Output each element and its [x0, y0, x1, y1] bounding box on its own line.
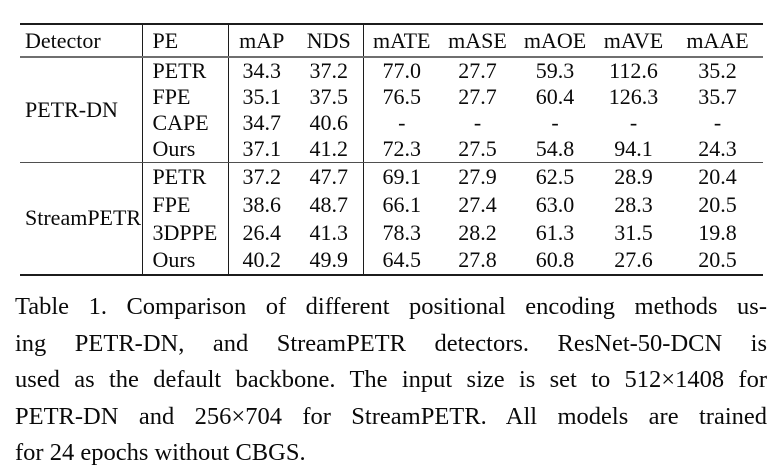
value-cell: - [629, 110, 638, 135]
table-caption: Table 1. Comparison of different positio… [15, 289, 767, 472]
pe-cell: Ours [142, 136, 229, 163]
value-cell: 94.1 [595, 136, 672, 163]
value-cell: - [713, 110, 722, 135]
value-cell: 49.9 [295, 246, 364, 275]
pe-cell: PETR [142, 57, 229, 84]
value-cell: 27.5 [440, 136, 515, 163]
value-cell: 28.9 [614, 163, 653, 189]
pe-cell: Ours [142, 246, 229, 275]
caption-line: Table 1. Comparison of different positio… [15, 293, 767, 320]
caption-line: PETR-DN and 256×704 for StreamPETR. All … [15, 402, 767, 430]
value-cell: 28.3 [614, 191, 653, 217]
table-row: PETR-DN PETR 34.3 37.2 77.0 27.7 59.3 11… [20, 57, 763, 163]
pe-cell: PETR [142, 162, 229, 191]
value-cell: 112.6 [609, 58, 658, 83]
value-cell: 41.2 [295, 136, 364, 163]
value-cell: 60.8 [535, 247, 575, 272]
table-row: 3DPPE 26.4 41.3 78.3 28.2 61.3 31.5 19.8 [20, 218, 763, 247]
header-cell-mave: mAVE [595, 24, 672, 58]
header-cell-map: mAP [228, 24, 295, 58]
caption-line: used as the default backbone. The input … [15, 366, 767, 393]
value-cell: 28.2 [458, 219, 497, 245]
value-cell: - [473, 110, 482, 135]
table-header-row: Detector PE mAP NDS mATE mASE mAOE mAVE … [20, 24, 763, 58]
value-cell: 35.7 [698, 84, 737, 109]
value-cell: 20.5 [698, 247, 737, 272]
table-row: FPE 35.1 37.5 76.5 27.7 60.4 126.3 35.7 [20, 84, 763, 110]
value-cell: 27.7 [458, 58, 497, 83]
value-cell: 59.3 [535, 58, 575, 83]
header-cell-maae: mAAE [672, 24, 763, 58]
value-cell: 37.2 [242, 163, 282, 189]
value-cell: 31.5 [614, 219, 653, 245]
value-cell: 37.5 [295, 84, 364, 110]
value-cell: 40.2 [242, 247, 282, 272]
caption-line: ing PETR-DN, and StreamPETR detectors. R… [15, 329, 767, 357]
value-cell: 20.5 [698, 191, 737, 217]
value-cell: 78.3 [382, 219, 422, 245]
value-cell: 72.3 [363, 136, 440, 163]
value-cell: 20.4 [698, 163, 737, 189]
detector-cell: PETR-DN [20, 57, 143, 163]
value-cell: 62.5 [535, 163, 575, 189]
value-cell: 24.3 [672, 136, 763, 163]
value-cell: 35.1 [242, 84, 282, 109]
detector-cell: StreamPETR [20, 162, 143, 275]
value-cell: 77.0 [382, 58, 422, 83]
value-cell: 69.1 [382, 163, 422, 189]
pe-cell: FPE [142, 84, 229, 110]
header-cell-maoe: mAOE [515, 24, 595, 58]
header-cell-nds: NDS [295, 24, 364, 58]
value-cell: 27.8 [458, 247, 497, 272]
value-cell: 19.8 [698, 219, 737, 245]
value-cell: 26.4 [242, 219, 282, 245]
value-cell: 47.7 [295, 162, 364, 191]
value-cell: 27.4 [458, 191, 497, 217]
header-cell-detector: Detector [20, 24, 143, 58]
value-cell: 54.8 [515, 136, 595, 163]
results-table: Detector PE mAP NDS mATE mASE mAOE mAVE … [20, 23, 763, 276]
value-cell: 27.9 [458, 163, 497, 189]
table-row: Ours 40.2 49.9 64.5 27.8 60.8 27.6 20.5 [20, 246, 763, 275]
value-cell: 48.7 [295, 190, 364, 219]
header-cell-pe: PE [142, 24, 229, 58]
value-cell: 66.1 [382, 191, 422, 217]
header-cell-mase: mASE [440, 24, 515, 58]
table-row: StreamPETR PETR 37.2 47.7 69.1 27.9 62.5… [20, 162, 763, 275]
value-cell: 61.3 [535, 219, 575, 245]
value-cell: 76.5 [382, 84, 422, 109]
value-cell: 37.1 [228, 136, 295, 163]
header-cell-mate: mATE [363, 24, 440, 58]
detector-group-petr-dn: PETR-DN PETR 34.3 37.2 77.0 27.7 59.3 11… [20, 57, 763, 163]
value-cell: 64.5 [382, 247, 422, 272]
value-cell: 126.3 [608, 84, 659, 109]
caption-line: for 24 epochs without CBGS. [15, 439, 306, 466]
value-cell: 34.3 [242, 58, 282, 83]
value-cell: 41.3 [295, 218, 364, 247]
table-row: FPE 38.6 48.7 66.1 27.4 63.0 28.3 20.5 [20, 190, 763, 219]
value-cell: - [398, 110, 406, 135]
pe-cell: CAPE [142, 110, 229, 136]
value-cell: 40.6 [295, 110, 364, 136]
value-cell: 27.6 [614, 247, 653, 272]
table-row: Ours 37.1 41.2 72.3 27.5 54.8 94.1 24.3 [20, 136, 763, 163]
pe-cell: 3DPPE [142, 218, 229, 247]
detector-group-streampetr: StreamPETR PETR 37.2 47.7 69.1 27.9 62.5… [20, 162, 763, 275]
value-cell: 38.6 [242, 191, 282, 217]
value-cell: 27.7 [458, 84, 497, 109]
value-cell: 60.4 [535, 84, 575, 109]
pe-cell: FPE [142, 190, 229, 219]
value-cell: 37.2 [295, 57, 364, 84]
value-cell: 34.7 [242, 110, 282, 135]
value-cell: - [551, 110, 559, 135]
value-cell: 63.0 [535, 191, 575, 217]
table-row: CAPE 34.7 40.6 - - - - - [20, 110, 763, 136]
value-cell: 35.2 [698, 58, 737, 83]
